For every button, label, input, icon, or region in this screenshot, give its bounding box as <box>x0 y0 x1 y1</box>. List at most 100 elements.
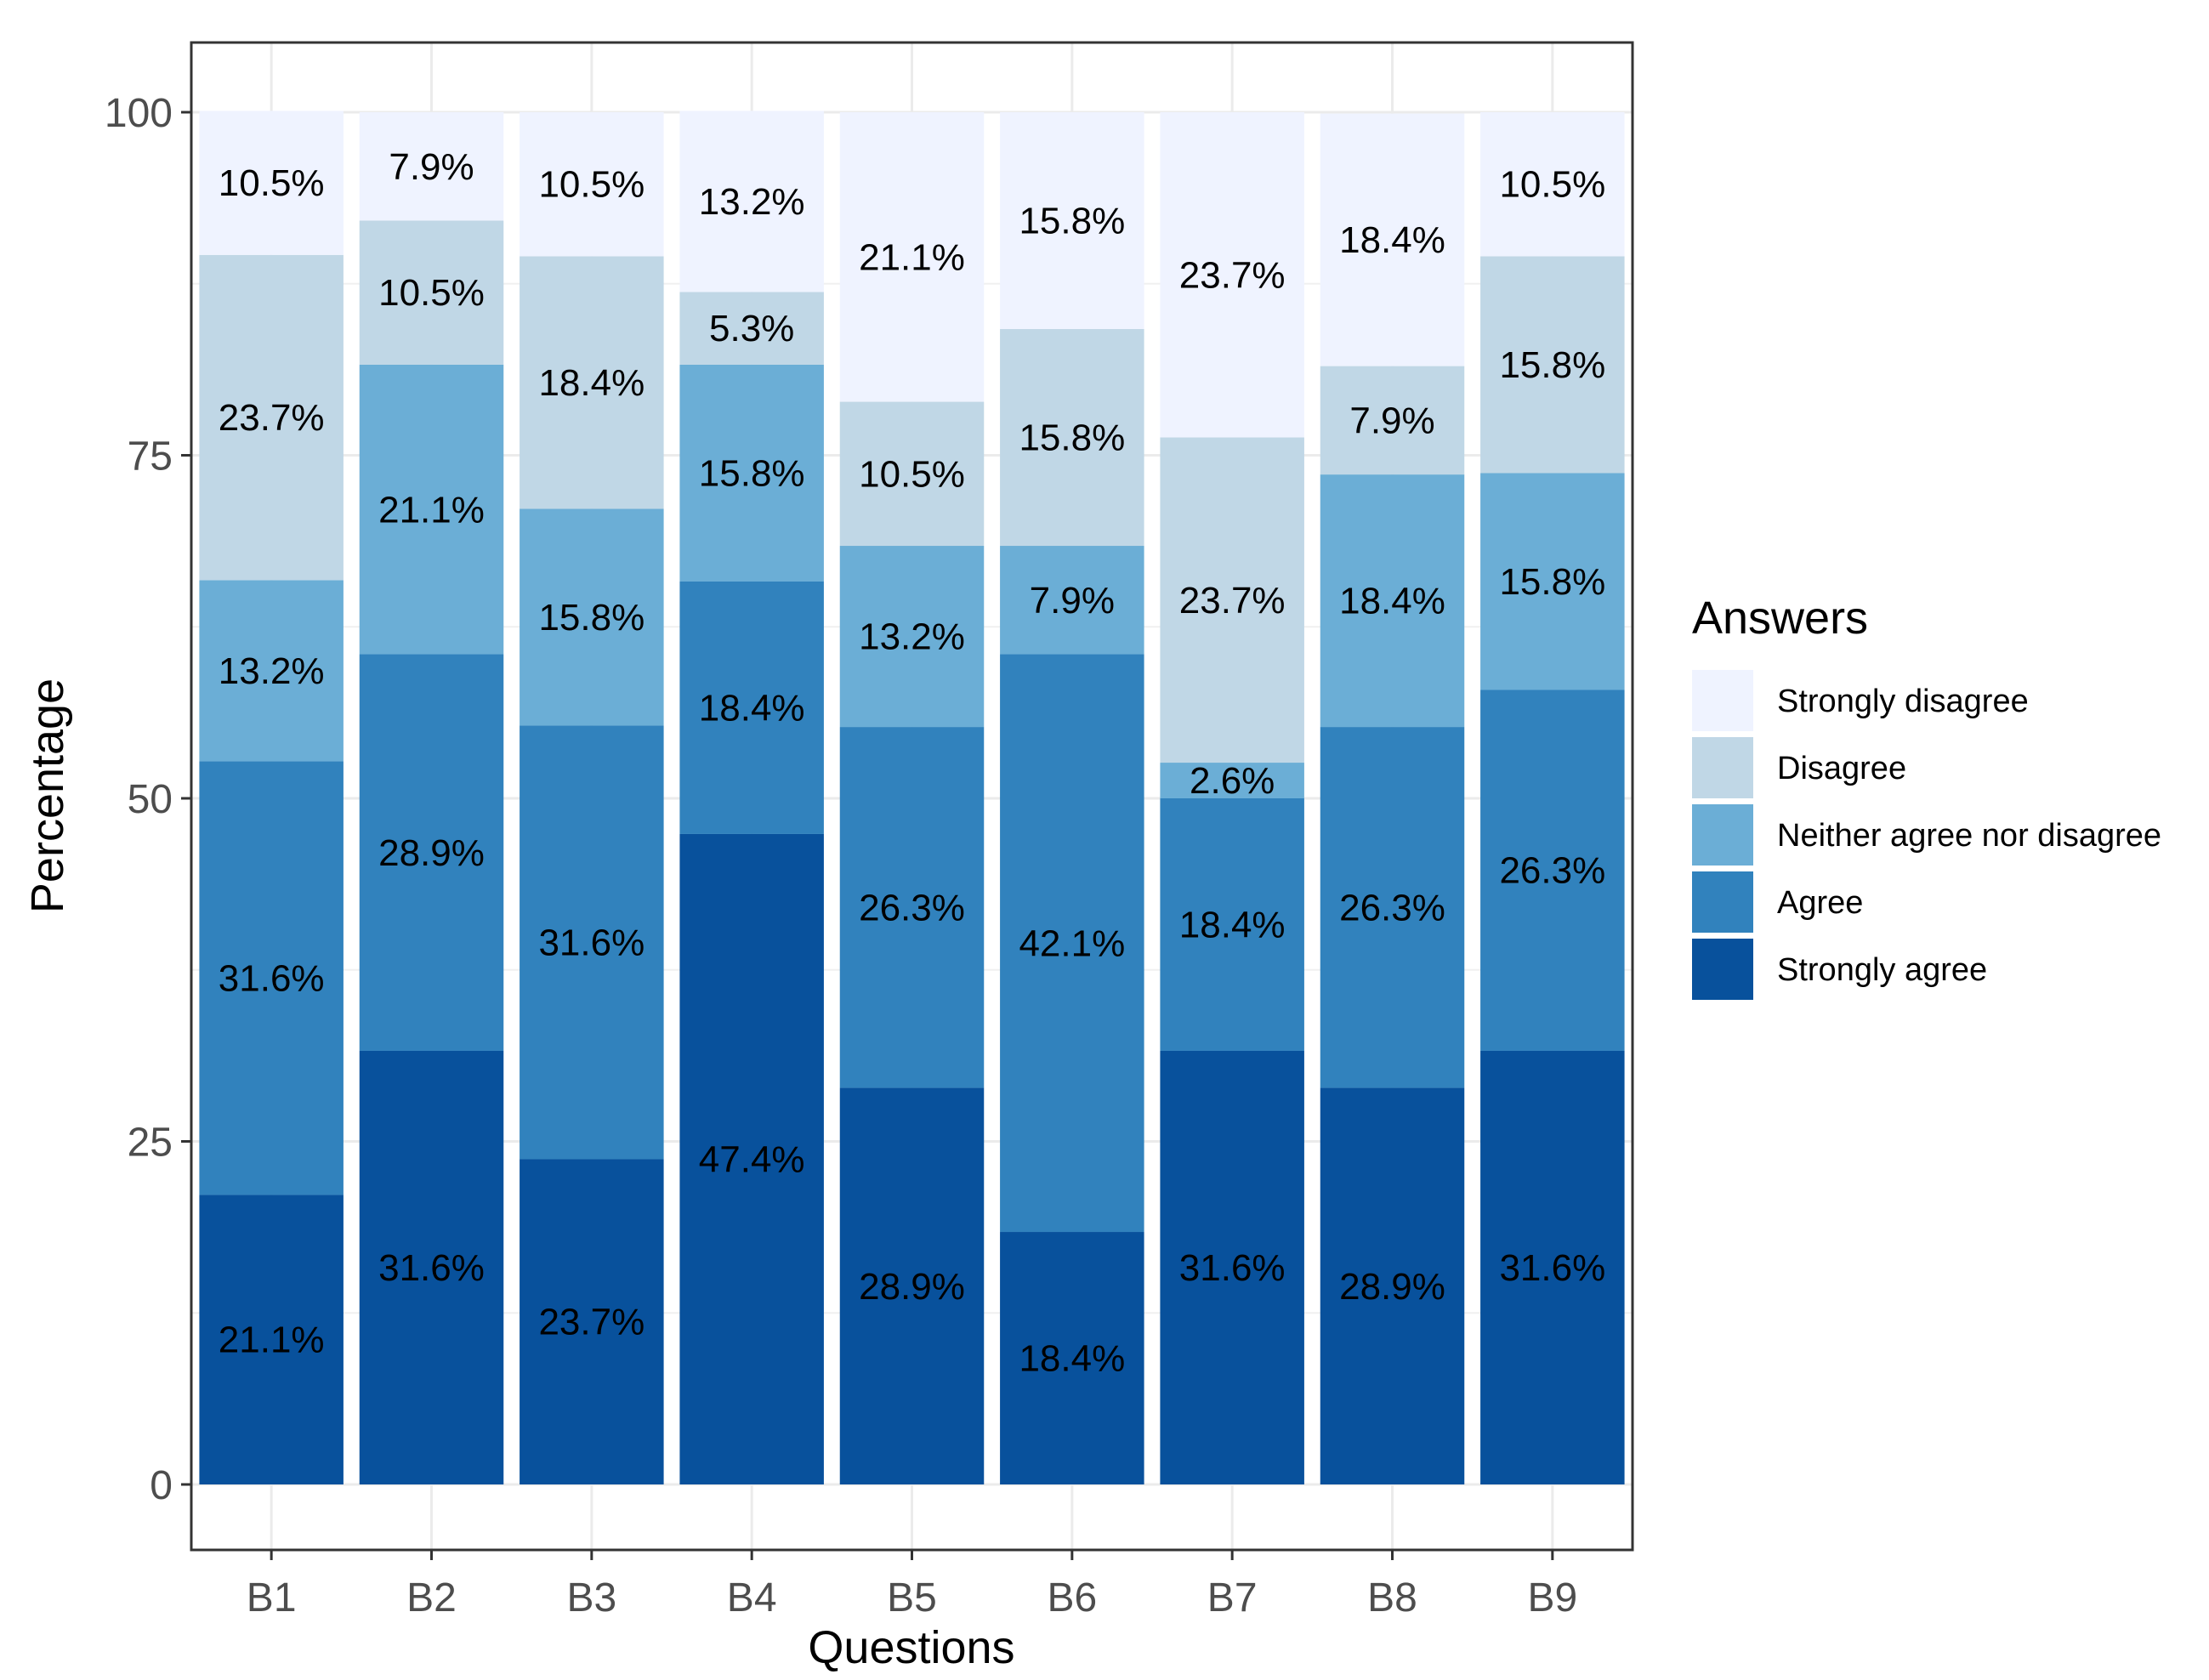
bar-segment <box>1160 1050 1304 1484</box>
data-label: 10.5% <box>859 453 965 495</box>
bar-segment <box>679 581 824 834</box>
y-axis-title: Percentage <box>22 678 73 913</box>
bar-segment <box>839 112 985 402</box>
axes: 0 25 50 75 100 B1 B2 B3 B4 B5 B6 B7 B8 B9 <box>105 91 1577 1620</box>
data-label: 15.8% <box>1019 201 1125 242</box>
bar-segment <box>1000 1232 1144 1484</box>
data-label: 31.6% <box>1499 1247 1605 1289</box>
legend-key <box>1692 871 1753 933</box>
data-label: 28.9% <box>859 1266 965 1308</box>
bar-segment <box>1480 112 1625 257</box>
x-tick-label: B8 <box>1367 1575 1417 1620</box>
data-label: 18.4% <box>1339 581 1445 622</box>
data-label: 21.1% <box>219 1320 325 1361</box>
bar-segment <box>1000 546 1144 655</box>
y-tick-label: 75 <box>128 434 173 480</box>
bar-segment <box>359 364 504 655</box>
data-label: 28.9% <box>1339 1266 1445 1308</box>
data-label: 18.4% <box>699 687 805 729</box>
bar-segment <box>199 761 344 1195</box>
data-label: 7.9% <box>1030 580 1115 621</box>
data-label: 7.9% <box>389 146 474 188</box>
data-label: 26.3% <box>859 887 965 928</box>
bar-segment <box>839 401 985 547</box>
data-label: 21.1% <box>859 236 965 278</box>
data-label: 23.7% <box>1179 254 1286 296</box>
data-label: 26.3% <box>1499 850 1605 892</box>
bars <box>199 111 1625 1484</box>
bar-segment <box>359 654 504 1051</box>
x-tick-label: B3 <box>566 1575 616 1620</box>
bar-segment <box>199 580 344 762</box>
bar-segment <box>1320 727 1465 1088</box>
data-label: 15.8% <box>1499 344 1605 386</box>
bar-segment <box>1320 113 1465 366</box>
bar-segment <box>520 112 664 257</box>
legend-title: Answers <box>1692 593 1868 644</box>
bar-segment <box>1000 329 1144 547</box>
data-label: 31.6% <box>1179 1247 1286 1289</box>
data-label: 13.2% <box>699 181 805 223</box>
x-tick-label: B4 <box>727 1575 777 1620</box>
bar-segment <box>1160 798 1304 1051</box>
x-tick-label: B5 <box>887 1575 937 1620</box>
bar-segment <box>1320 1087 1465 1484</box>
bar-segment <box>1320 366 1465 475</box>
bar-segment <box>1480 473 1625 690</box>
legend-key <box>1692 939 1753 1000</box>
data-label: 15.8% <box>1499 561 1605 603</box>
bar-segment <box>520 725 664 1160</box>
y-tick-label: 25 <box>128 1121 173 1166</box>
legend: Answers Strongly disagree Disagree Neither… <box>1692 593 2161 1000</box>
bar-segment <box>520 1159 664 1484</box>
data-label: 47.4% <box>699 1138 805 1180</box>
data-label: 13.2% <box>859 616 965 658</box>
legend-key <box>1692 804 1753 866</box>
data-labels: 21.1% 31.6% 13.2% 23.7% 10.5% 31.6% 28.9% 21.1%… <box>219 146 1605 1380</box>
bar-segment <box>199 254 344 581</box>
data-label: 10.5% <box>378 272 485 314</box>
bar-segment <box>1160 112 1304 438</box>
data-label: 21.1% <box>378 489 485 531</box>
legend-label: Strongly agree <box>1777 952 1987 988</box>
bar-segment <box>359 1050 504 1484</box>
legend-label: Neither agree nor disagree <box>1777 818 2161 854</box>
y-tick-label: 50 <box>128 777 173 822</box>
legend-key <box>1692 670 1753 731</box>
data-label: 31.6% <box>538 922 645 963</box>
bar-segment <box>359 220 504 365</box>
x-tick-label: B7 <box>1207 1575 1258 1620</box>
legend-key <box>1692 737 1753 798</box>
data-label: 23.7% <box>219 397 325 439</box>
data-label: 10.5% <box>538 164 645 206</box>
x-tick-label: B2 <box>406 1575 457 1620</box>
bar-segment <box>1480 1050 1625 1484</box>
data-label: 31.6% <box>219 957 325 999</box>
data-label: 23.7% <box>1179 580 1286 621</box>
data-label: 31.6% <box>378 1247 485 1289</box>
data-label: 10.5% <box>219 162 325 204</box>
data-label: 5.3% <box>709 308 794 349</box>
data-label: 2.6% <box>1190 760 1275 802</box>
data-label: 18.4% <box>538 362 645 404</box>
bar-segment <box>1160 437 1304 763</box>
data-label: 23.7% <box>538 1302 645 1343</box>
bar-segment <box>839 546 985 728</box>
bar-segment <box>520 508 664 726</box>
data-label: 18.4% <box>1179 904 1286 945</box>
legend-label: Strongly disagree <box>1777 684 2029 719</box>
bar-segment <box>1480 256 1625 474</box>
data-label: 10.5% <box>1499 164 1605 206</box>
bar-segment <box>679 292 824 365</box>
data-label: 15.8% <box>1019 417 1125 459</box>
bar-segment <box>199 1195 344 1484</box>
data-label: 18.4% <box>1019 1338 1125 1380</box>
data-label: 42.1% <box>1019 922 1125 964</box>
x-axis-title: Questions <box>808 1622 1014 1673</box>
bar-segment <box>1000 112 1144 330</box>
bar-segment <box>679 364 824 582</box>
bar-segment <box>1160 763 1304 798</box>
data-label: 26.3% <box>1339 887 1445 928</box>
y-tick-label: 0 <box>150 1463 173 1508</box>
